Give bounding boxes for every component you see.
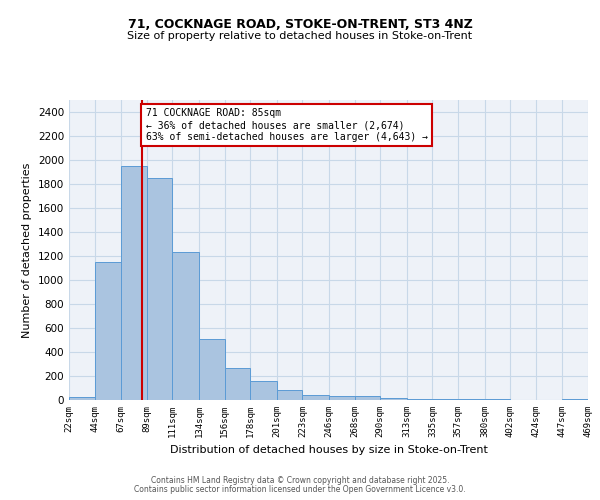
Bar xyxy=(172,252,199,400)
Y-axis label: Number of detached properties: Number of detached properties xyxy=(22,162,32,338)
Text: Contains HM Land Registry data © Crown copyright and database right 2025.: Contains HM Land Registry data © Crown c… xyxy=(151,476,449,485)
Bar xyxy=(562,399,588,400)
Bar xyxy=(69,397,95,400)
Bar xyxy=(407,399,433,400)
Bar xyxy=(277,390,302,400)
Bar xyxy=(121,166,147,400)
Text: Contains public sector information licensed under the Open Government Licence v3: Contains public sector information licen… xyxy=(134,485,466,494)
Bar xyxy=(302,395,329,400)
Bar xyxy=(224,368,250,400)
Text: 71 COCKNAGE ROAD: 85sqm
← 36% of detached houses are smaller (2,674)
63% of semi: 71 COCKNAGE ROAD: 85sqm ← 36% of detache… xyxy=(146,108,428,142)
Bar xyxy=(433,399,458,400)
Bar xyxy=(250,382,277,400)
Text: Size of property relative to detached houses in Stoke-on-Trent: Size of property relative to detached ho… xyxy=(127,31,473,41)
X-axis label: Distribution of detached houses by size in Stoke-on-Trent: Distribution of detached houses by size … xyxy=(170,446,487,456)
Bar xyxy=(147,178,172,400)
Bar xyxy=(95,262,121,400)
Bar xyxy=(355,396,380,400)
Text: 71, COCKNAGE ROAD, STOKE-ON-TRENT, ST3 4NZ: 71, COCKNAGE ROAD, STOKE-ON-TRENT, ST3 4… xyxy=(128,18,472,30)
Bar xyxy=(329,396,355,400)
Bar xyxy=(199,339,224,400)
Bar xyxy=(380,398,407,400)
